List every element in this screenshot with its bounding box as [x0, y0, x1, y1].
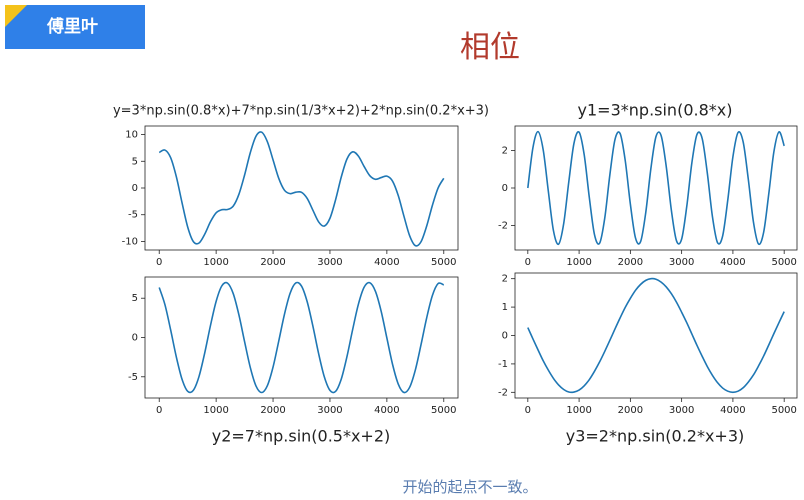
y-tick-label: -2 — [498, 387, 508, 398]
x-tick-label: 5000 — [431, 257, 456, 268]
x-tick-label: 4000 — [374, 405, 399, 416]
y-tick-label: -5 — [128, 372, 138, 383]
x-tick-label: 5000 — [771, 257, 796, 268]
chart-title: y1=3*np.sin(0.8*x) — [578, 101, 733, 120]
x-tick-label: 3000 — [669, 405, 694, 416]
y-tick-label: 0 — [132, 183, 138, 194]
badge: 傅里叶 — [5, 5, 145, 49]
x-tick-label: 0 — [525, 405, 531, 416]
axes-frame — [144, 276, 459, 399]
x-tick-label: 4000 — [720, 257, 745, 268]
x-tick-label: 4000 — [374, 257, 399, 268]
data-line — [527, 130, 785, 246]
x-tick-label: 2000 — [618, 257, 643, 268]
y-tick-label: 1 — [502, 302, 508, 313]
x-tick-label: 4000 — [720, 405, 745, 416]
chart-title: y2=7*np.sin(0.5*x+2) — [212, 427, 391, 446]
y-tick-label: -10 — [122, 236, 138, 247]
x-tick-label: 1000 — [566, 257, 591, 268]
x-tick-label: 0 — [156, 405, 162, 416]
y-tick-label: -1 — [498, 359, 508, 370]
chart-title: y=3*np.sin(0.8*x)+7*np.sin(1/3*x+2)+2*np… — [113, 104, 489, 119]
badge-corner — [5, 5, 27, 27]
x-tick-label: 1000 — [203, 405, 228, 416]
x-tick-label: 2000 — [260, 257, 285, 268]
x-tick-label: 3000 — [669, 257, 694, 268]
charts: y=3*np.sin(0.8*x)+7*np.sin(1/3*x+2)+2*np… — [113, 101, 798, 446]
data-line — [158, 131, 445, 247]
x-tick-label: 1000 — [566, 405, 591, 416]
y-tick-label: -2 — [498, 221, 508, 232]
y-tick-label: 0 — [502, 183, 508, 194]
axes-frame — [144, 125, 459, 251]
axes-frame — [514, 272, 798, 399]
caption: 开始的起点不一致。 — [402, 478, 538, 496]
chart-title: y3=2*np.sin(0.2*x+3) — [566, 427, 745, 446]
y-tick-label: 5 — [132, 293, 138, 304]
x-tick-label: 1000 — [203, 257, 228, 268]
y-tick-label: 2 — [502, 274, 508, 285]
data-line — [158, 281, 445, 394]
x-tick-label: 0 — [525, 257, 531, 268]
x-tick-label: 3000 — [317, 405, 342, 416]
x-tick-label: 5000 — [771, 405, 796, 416]
data-line — [527, 277, 785, 394]
x-tick-label: 3000 — [317, 257, 342, 268]
slide-title: 相位 — [460, 30, 520, 65]
x-tick-label: 5000 — [431, 405, 456, 416]
y-tick-label: 10 — [125, 130, 138, 141]
x-tick-label: 0 — [156, 257, 162, 268]
x-tick-label: 2000 — [260, 405, 285, 416]
y-tick-label: 0 — [502, 331, 508, 342]
x-tick-label: 2000 — [618, 405, 643, 416]
y-tick-label: -5 — [128, 210, 138, 221]
y-tick-label: 0 — [132, 333, 138, 344]
y-tick-label: 5 — [132, 156, 138, 167]
y-tick-label: 2 — [502, 145, 508, 156]
